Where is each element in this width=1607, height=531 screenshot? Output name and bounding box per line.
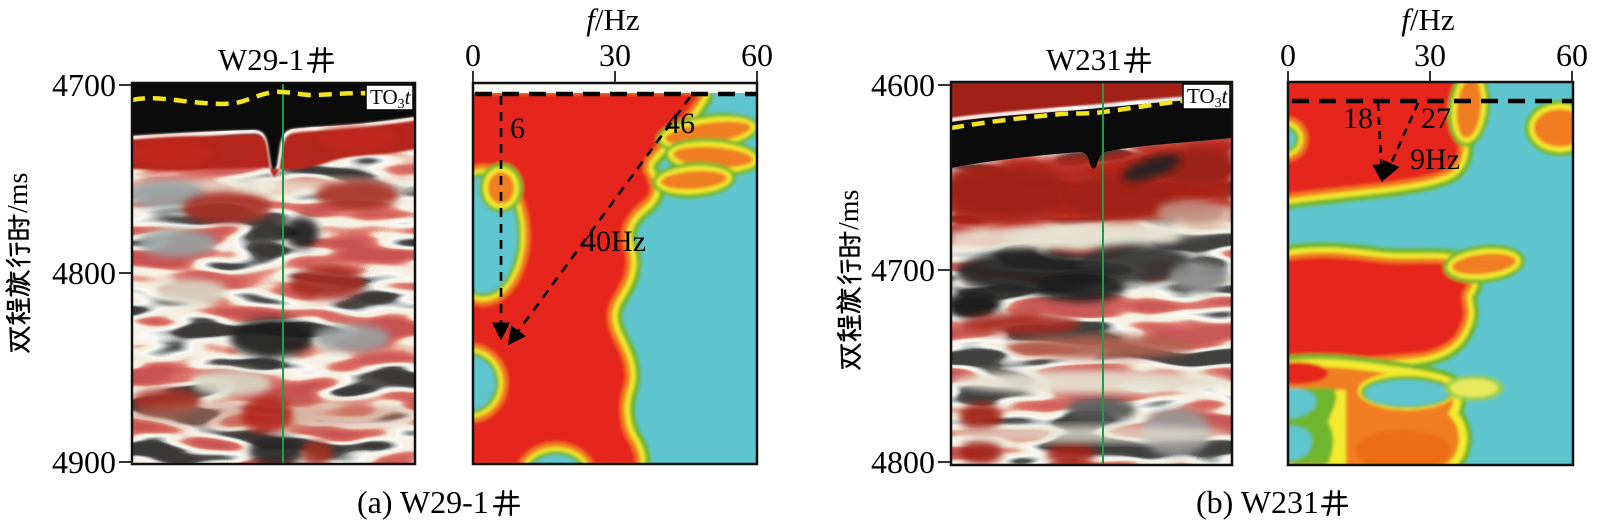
svg-text:4700: 4700 [871, 252, 935, 288]
svg-text:4600: 4600 [871, 67, 935, 103]
svg-text:30: 30 [1414, 37, 1446, 73]
svg-text:4800: 4800 [52, 255, 116, 291]
svg-text:(a) W29-1: (a) W29-1 [357, 484, 489, 520]
svg-text:W29-1: W29-1 [218, 42, 304, 77]
svg-text:60: 60 [741, 37, 773, 73]
svg-text:f/Hz: f/Hz [586, 2, 639, 37]
svg-text:40Hz: 40Hz [581, 225, 646, 258]
svg-text:4900: 4900 [52, 444, 116, 480]
svg-text:60: 60 [1556, 37, 1588, 73]
svg-text:/ms: /ms [834, 190, 865, 230]
svg-text:TO3t: TO3t [1187, 84, 1229, 111]
svg-text:9Hz: 9Hz [1410, 143, 1460, 176]
svg-text:0: 0 [465, 37, 481, 73]
svg-text:(b) W231: (b) W231 [1196, 484, 1319, 520]
svg-text:0: 0 [1280, 37, 1296, 73]
svg-text:46: 46 [665, 107, 695, 140]
svg-text:18: 18 [1343, 102, 1373, 135]
svg-text:4800: 4800 [871, 444, 935, 480]
svg-text:27: 27 [1421, 102, 1451, 135]
svg-text:TO3t: TO3t [370, 85, 412, 112]
svg-text:/ms: /ms [3, 173, 34, 213]
svg-text:6: 6 [510, 112, 525, 145]
svg-text:W231: W231 [1046, 42, 1122, 77]
svg-text:4700: 4700 [52, 67, 116, 103]
svg-text:f/Hz: f/Hz [1401, 2, 1454, 37]
svg-text:30: 30 [599, 37, 631, 73]
